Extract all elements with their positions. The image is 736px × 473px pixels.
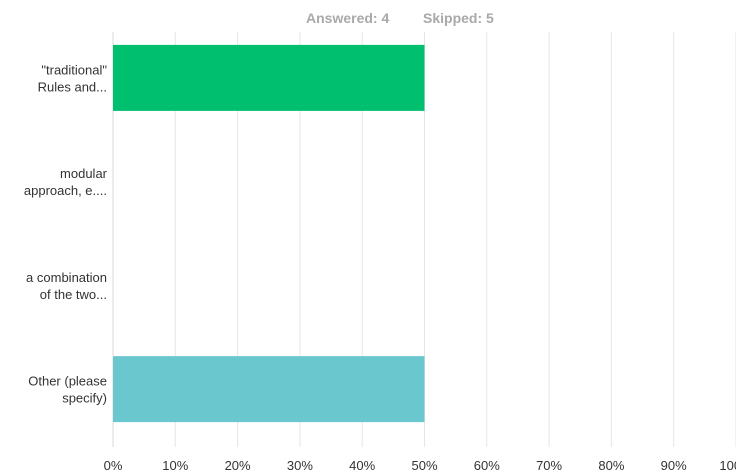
x-tick-label: 60% <box>474 458 500 473</box>
x-tick-label: 20% <box>225 458 251 473</box>
category-label: "traditional" <box>41 62 107 77</box>
x-tick-label: 30% <box>287 458 313 473</box>
x-tick-labels: 0% 10% 20% 30% 40% 50% 60% 70% 80% 90% 100% <box>104 458 736 473</box>
category-labels: "traditional" Rules and... modular approach… <box>24 62 108 405</box>
x-tick-label: 40% <box>349 458 375 473</box>
bar <box>113 356 425 423</box>
x-tick-label: 80% <box>598 458 624 473</box>
x-tick-label: 0% <box>104 458 123 473</box>
category-label: specify) <box>62 391 107 406</box>
category-label: Rules and... <box>38 79 107 94</box>
category-label: a combination <box>26 270 107 285</box>
category-label: modular <box>60 166 108 181</box>
x-tick-label: 10% <box>162 458 188 473</box>
x-tick-label: 100% <box>719 458 736 473</box>
skipped-count: Skipped: 5 <box>423 10 494 26</box>
x-tick-label: 90% <box>661 458 687 473</box>
bar <box>113 44 425 111</box>
bars <box>113 44 425 423</box>
answered-count: Answered: 4 <box>306 10 390 26</box>
category-label: of the two... <box>40 287 107 302</box>
x-tick-label: 50% <box>411 458 437 473</box>
category-label: Other (please <box>28 374 107 389</box>
x-tick-label: 70% <box>536 458 562 473</box>
category-label: approach, e.... <box>24 183 107 198</box>
